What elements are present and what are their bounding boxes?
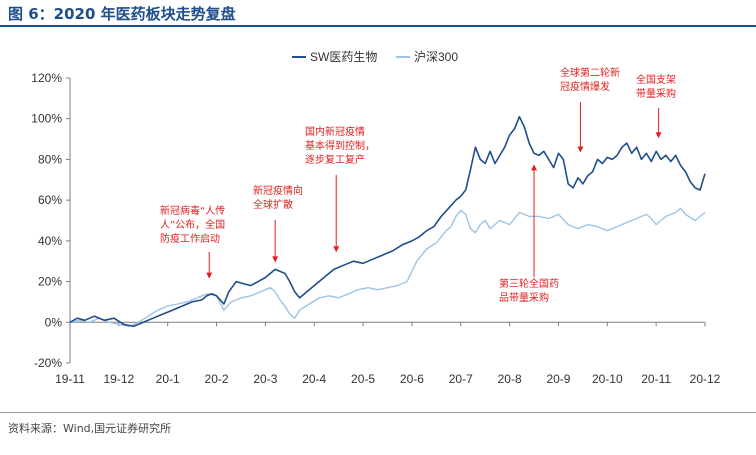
x-tick-label: 20-6: [400, 372, 424, 386]
y-tick-label: 40%: [38, 234, 62, 248]
x-tick-label: 20-9: [546, 372, 570, 386]
annotation-arrowhead: [655, 132, 662, 139]
series-line-hs300: [69, 207, 706, 328]
annotation-line: 防疫工作启动: [160, 232, 220, 245]
y-tick-label: 60%: [38, 193, 62, 207]
legend-label-sw: SW医药生物: [310, 50, 377, 64]
annotation-line: 基本得到控制，: [305, 139, 375, 152]
legend: SW医药生物 沪深300: [292, 50, 458, 64]
axis-layer: -20% 0% 20% 40% 60% 80% 100% 120% 19-11 19-12 20-1…: [31, 71, 720, 386]
y-tick-label: 120%: [31, 71, 62, 85]
y-tick-label: 0%: [45, 315, 63, 329]
annotation-line: 全球扩散: [253, 198, 293, 211]
x-tick-label: 19-12: [103, 372, 134, 386]
x-tick-label: 20-2: [205, 372, 229, 386]
annotation-arrowhead: [206, 272, 213, 279]
annotation-line: 品带量采购: [499, 291, 549, 304]
annotation-line: 第三轮全国药: [499, 277, 559, 290]
annotation-arrowhead: [577, 146, 584, 153]
legend-label-hs300: 沪深300: [414, 50, 458, 64]
x-tick-label: 20-5: [351, 372, 375, 386]
x-tick-label: 19-11: [55, 372, 85, 386]
x-tick-label: 20-3: [253, 372, 277, 386]
source-note: 资料来源：Wind,国元证券研究所: [8, 422, 172, 435]
source-rule: [0, 412, 756, 413]
x-tick-label: 20-11: [641, 372, 671, 386]
x-tick-label: 20-8: [498, 372, 522, 386]
title-rule: [0, 25, 756, 27]
annotation-line: 带量采购: [636, 87, 676, 100]
series-line-sw: [69, 115, 706, 328]
x-tick-label: 20-7: [449, 372, 473, 386]
annotation-line: 逐步复工复产: [305, 153, 365, 166]
y-tick-label: 100%: [31, 112, 62, 126]
y-tick-label: 20%: [38, 275, 62, 289]
figure-title: 图 6：2020 年医药板块走势复盘: [8, 5, 236, 23]
series-layer: [69, 115, 706, 328]
annotation-line: 全球第二轮新: [560, 66, 620, 79]
annotation-arrowhead: [333, 246, 340, 253]
x-tick-label: 20-4: [302, 372, 326, 386]
annotation-line: 人”公布，全国: [160, 218, 225, 231]
annotation-layer: 新冠病毒“人传人”公布，全国防疫工作启动新冠疫情向全球扩散国内新冠疫情基本得到控…: [160, 66, 676, 304]
annotation-line: 新冠病毒“人传: [160, 204, 225, 217]
x-tick-label: 20-12: [690, 372, 721, 386]
annotation-arrowhead: [531, 164, 538, 171]
y-tick-label: -20%: [34, 356, 62, 370]
annotation-arrowhead: [272, 256, 279, 263]
annotation-line: 新冠疫情向: [253, 184, 303, 197]
annotation-line: 冠疫情爆发: [560, 80, 610, 93]
y-tick-label: 80%: [38, 152, 62, 166]
line-chart: -20% 0% 20% 40% 60% 80% 100% 120% 19-11 19-12 20-1…: [31, 50, 720, 386]
annotation-line: 全国支架: [636, 73, 676, 86]
x-tick-label: 20-10: [592, 372, 623, 386]
x-tick-label: 20-1: [156, 372, 180, 386]
annotation-line: 国内新冠疫情: [305, 125, 365, 138]
